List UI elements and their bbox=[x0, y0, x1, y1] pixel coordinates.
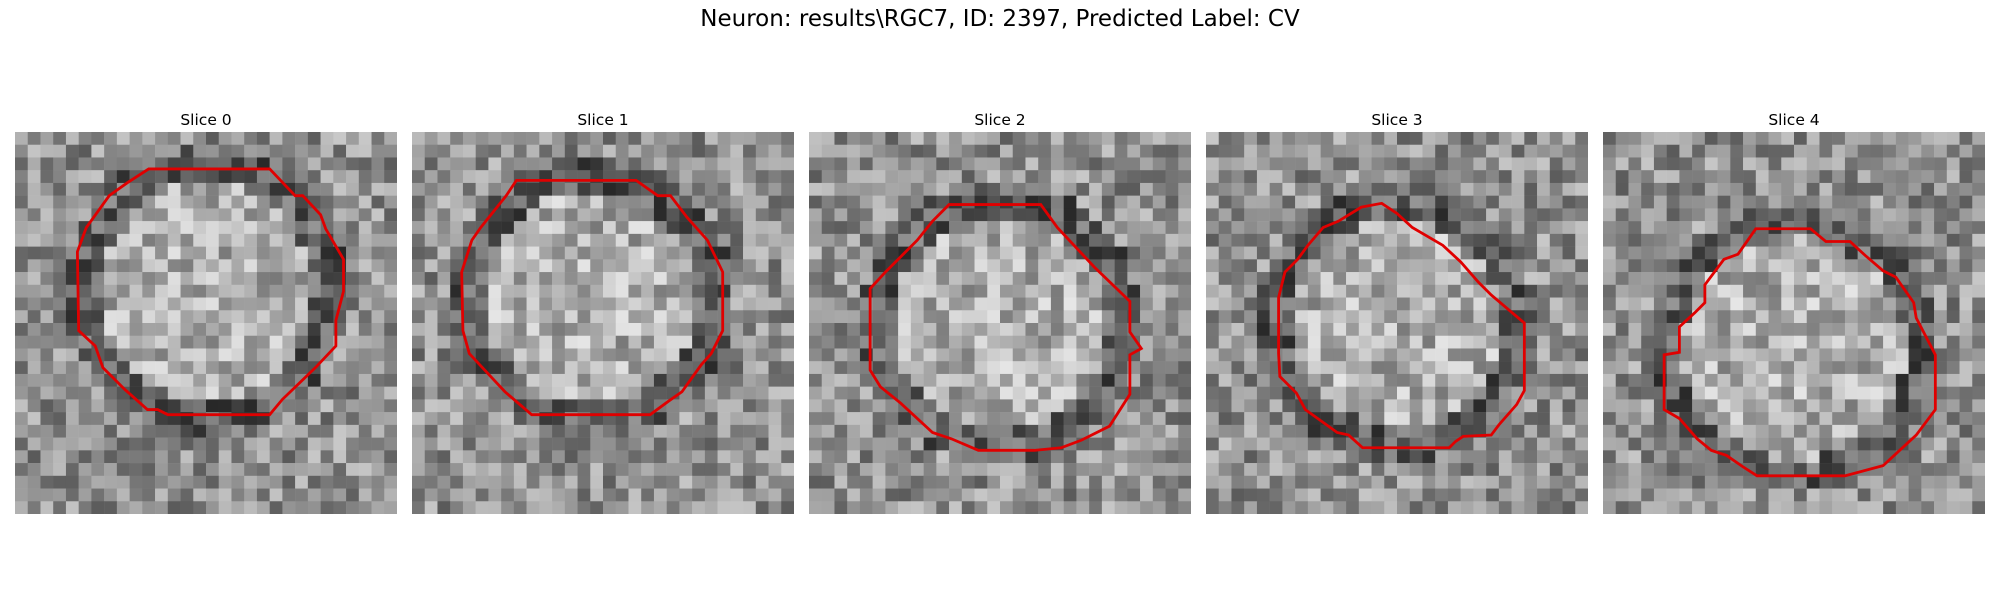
contour-outline bbox=[1662, 227, 1937, 478]
pixel-grid bbox=[15, 132, 397, 514]
pixel-grid bbox=[412, 132, 794, 514]
slice-image-1 bbox=[412, 132, 794, 514]
slice-image-2 bbox=[809, 132, 1191, 514]
slice-image-3 bbox=[1206, 132, 1588, 514]
slice-panel-4: Slice 4 bbox=[1603, 108, 1985, 514]
slice-panel-1: Slice 1 bbox=[412, 108, 794, 514]
contour-outline bbox=[1277, 201, 1526, 450]
pixel-grid bbox=[809, 132, 1191, 514]
slice-panel-2: Slice 2 bbox=[809, 108, 1191, 514]
figure-title: Neuron: results\RGC7, ID: 2397, Predicte… bbox=[700, 6, 1300, 32]
pixel-grid bbox=[1603, 132, 1985, 514]
contour-outline bbox=[460, 178, 725, 417]
slice-panel-0: Slice 0 bbox=[15, 108, 397, 514]
slice-image-4 bbox=[1603, 132, 1985, 514]
slice-title: Slice 3 bbox=[1371, 111, 1423, 129]
slice-title: Slice 4 bbox=[1768, 111, 1820, 129]
pixel-grid bbox=[1206, 132, 1588, 514]
slice-title: Slice 2 bbox=[974, 111, 1026, 129]
contour-outline bbox=[75, 167, 345, 417]
contour-outline bbox=[868, 203, 1144, 452]
slice-panel-3: Slice 3 bbox=[1206, 108, 1588, 514]
slice-title: Slice 1 bbox=[577, 111, 629, 129]
slice-image-0 bbox=[15, 132, 397, 514]
slice-title: Slice 0 bbox=[180, 111, 232, 129]
